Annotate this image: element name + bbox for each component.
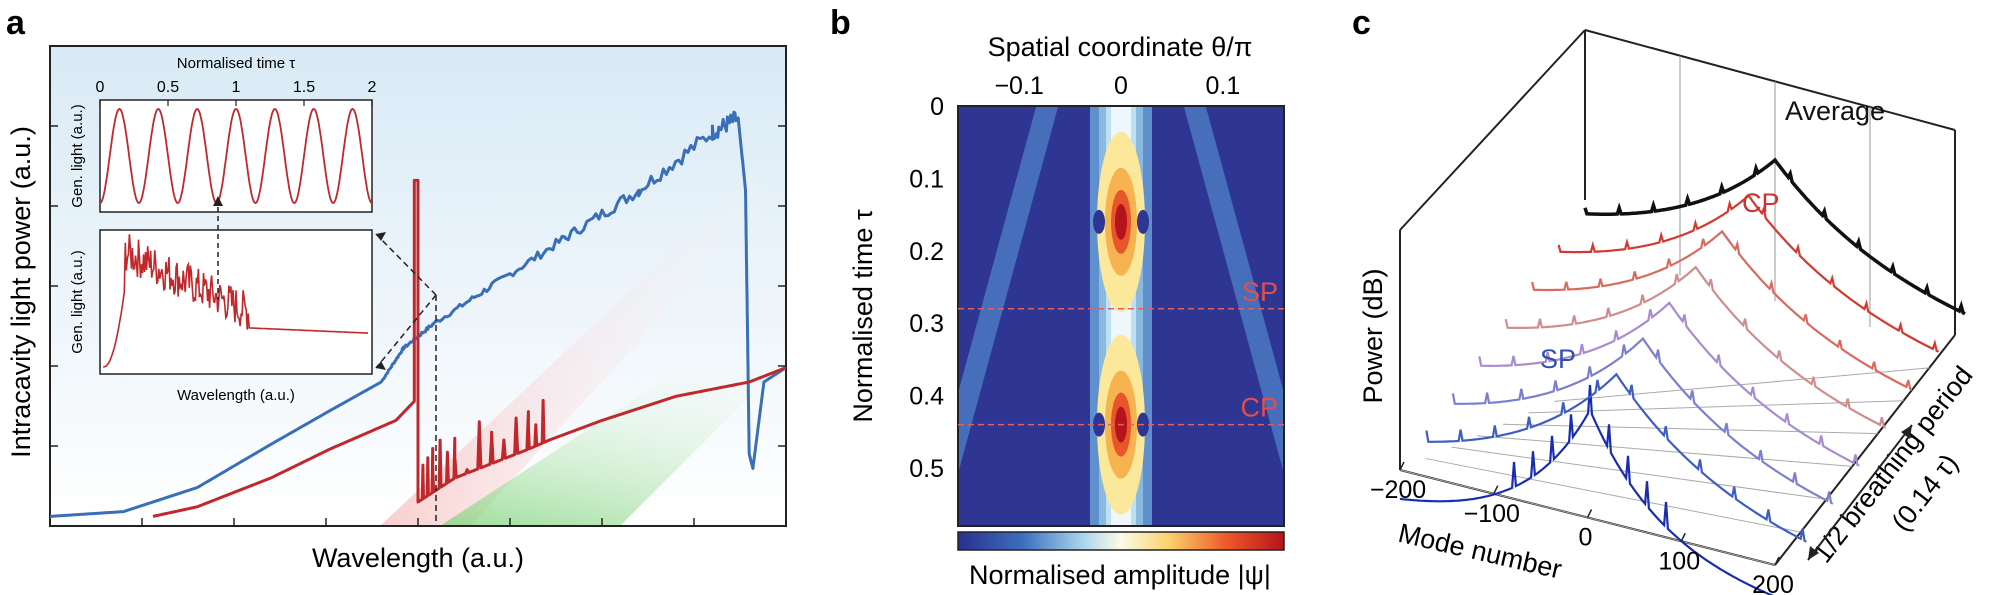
inset-time-ticks: 0 0.5 1 1.5 2 <box>96 79 377 106</box>
inset-time-xlabel: Normalised time τ <box>177 55 296 72</box>
inset-link-arrow <box>213 196 223 206</box>
heatmap-dip <box>1137 209 1149 234</box>
spectrum-trace <box>1531 229 1913 391</box>
panel-label-b: b <box>830 4 851 42</box>
spectrum-trace <box>1425 372 1807 543</box>
panel-c-ylabel: Power (dB) <box>1358 268 1388 403</box>
x-tick-label: −200 <box>1370 476 1426 504</box>
inset-pointer-upper <box>375 233 437 296</box>
panel-b-ylabel: Normalised time τ <box>848 209 878 423</box>
panel-c-series-labels: Average CP SP <box>1540 96 1885 374</box>
inset-spectrum-trace <box>103 234 368 368</box>
floor-line <box>1502 423 1878 435</box>
x-tick-label: 0 <box>1579 524 1593 552</box>
y-tick-label: 0.1 <box>909 165 944 193</box>
panel-c-xlabel: Mode number <box>1395 518 1564 585</box>
heatmap-frame <box>957 105 1285 527</box>
z-axis-arrow <box>1807 424 1913 561</box>
series-line-1 <box>152 178 786 518</box>
x-tick <box>1586 509 1593 518</box>
inset-tick-label: 1 <box>232 79 241 96</box>
series-label: CP <box>1742 188 1780 218</box>
spectrum-trace <box>1451 336 1834 505</box>
heatmap-stripe <box>1401 96 1543 536</box>
y-tick-label: 0.4 <box>909 383 944 411</box>
inset-spectrum-xlabel: Wavelength (a.u.) <box>177 387 295 404</box>
series-label: SP <box>1540 344 1576 374</box>
heatmap-stripe <box>1183 106 1284 474</box>
series-label: Average <box>1785 96 1885 126</box>
x-tick <box>1493 485 1499 495</box>
x-tick-label: 0.1 <box>1205 72 1240 100</box>
y-tick-label: 0.2 <box>909 238 944 266</box>
annotation-label: CP <box>1240 393 1278 423</box>
spectrum-trace <box>1557 194 1940 353</box>
inset-time-ylabel: Gen. light (a.u.) <box>69 104 86 207</box>
panel-c-xticks: −200 −100 0 100 200 <box>1370 461 1794 595</box>
colorbar <box>957 531 1285 551</box>
heatmap <box>958 96 1543 536</box>
inset-tick-label: 0.5 <box>157 79 179 96</box>
x-tick <box>1399 461 1405 471</box>
panel-label-c: c <box>1352 4 1371 42</box>
y-tick-label: 0.5 <box>909 455 944 483</box>
heatmap-dip <box>1093 209 1105 234</box>
panel-b-xlabel: Spatial coordinate θ/π <box>988 32 1253 62</box>
colorbar-label: Normalised amplitude |ψ| <box>969 560 1271 590</box>
panel-b-yticks: 0 0.1 0.2 0.3 0.4 0.5 <box>909 93 966 483</box>
inset-tick-label: 2 <box>368 79 377 96</box>
inset-time-frame <box>99 99 373 213</box>
box-edge <box>1584 29 1956 131</box>
spectrum-trace <box>1504 265 1887 429</box>
annotation-label: SP <box>1242 277 1278 307</box>
x-tick-label: −0.1 <box>994 72 1043 100</box>
spectrum-trace <box>1583 157 1966 316</box>
panel-a-ylabel: Intracavity light power (a.u.) <box>6 126 36 458</box>
panel-b-xticks: −0.1 0 0.1 <box>994 72 1240 114</box>
panel-label-a: a <box>6 4 26 42</box>
panel-a-series <box>50 110 786 518</box>
inset-time-line <box>99 108 373 204</box>
x-tick <box>1774 556 1780 566</box>
pointer-arrow-lower <box>376 361 386 370</box>
spectrum-trace <box>1399 384 1774 595</box>
inset-time-trace <box>99 108 373 204</box>
spectrum-trace <box>1478 301 1860 467</box>
x-tick-label: 200 <box>1752 571 1794 595</box>
panel-c-traces <box>1399 157 1966 595</box>
heatmap-peak <box>1115 203 1127 240</box>
x-tick-label: −100 <box>1464 500 1520 528</box>
box-edge <box>1399 29 1586 231</box>
inset-pointer-lower <box>375 294 437 369</box>
x-tick-label: 0 <box>1114 72 1128 100</box>
panel-a-xlabel: Wavelength (a.u.) <box>312 543 524 573</box>
pointer-arrow-upper <box>376 232 386 241</box>
box-edge <box>1774 334 1956 566</box>
floor-line <box>1554 367 1930 402</box>
inset-tick-label: 0 <box>96 79 105 96</box>
y-tick-label: 0.3 <box>909 310 944 338</box>
heatmap-stripe <box>958 106 1059 474</box>
x-tick <box>1680 532 1686 542</box>
inset-spectrum-ylabel: Gen. light (a.u.) <box>69 250 86 353</box>
series-line-0 <box>50 110 786 518</box>
x-tick-label: 100 <box>1658 547 1700 575</box>
panel-a-ticks <box>50 125 786 526</box>
z-arrow-head <box>1808 546 1819 560</box>
floor-line <box>1451 446 1827 500</box>
z-arrow-head <box>1901 425 1912 439</box>
floor-line <box>1425 458 1801 533</box>
inset-spectrum-line <box>103 234 368 368</box>
y-tick-label: 0 <box>930 93 944 121</box>
floor-line <box>1477 435 1853 467</box>
heatmap-annotations: SP CP <box>958 277 1284 426</box>
inset-tick-label: 1.5 <box>293 79 315 96</box>
